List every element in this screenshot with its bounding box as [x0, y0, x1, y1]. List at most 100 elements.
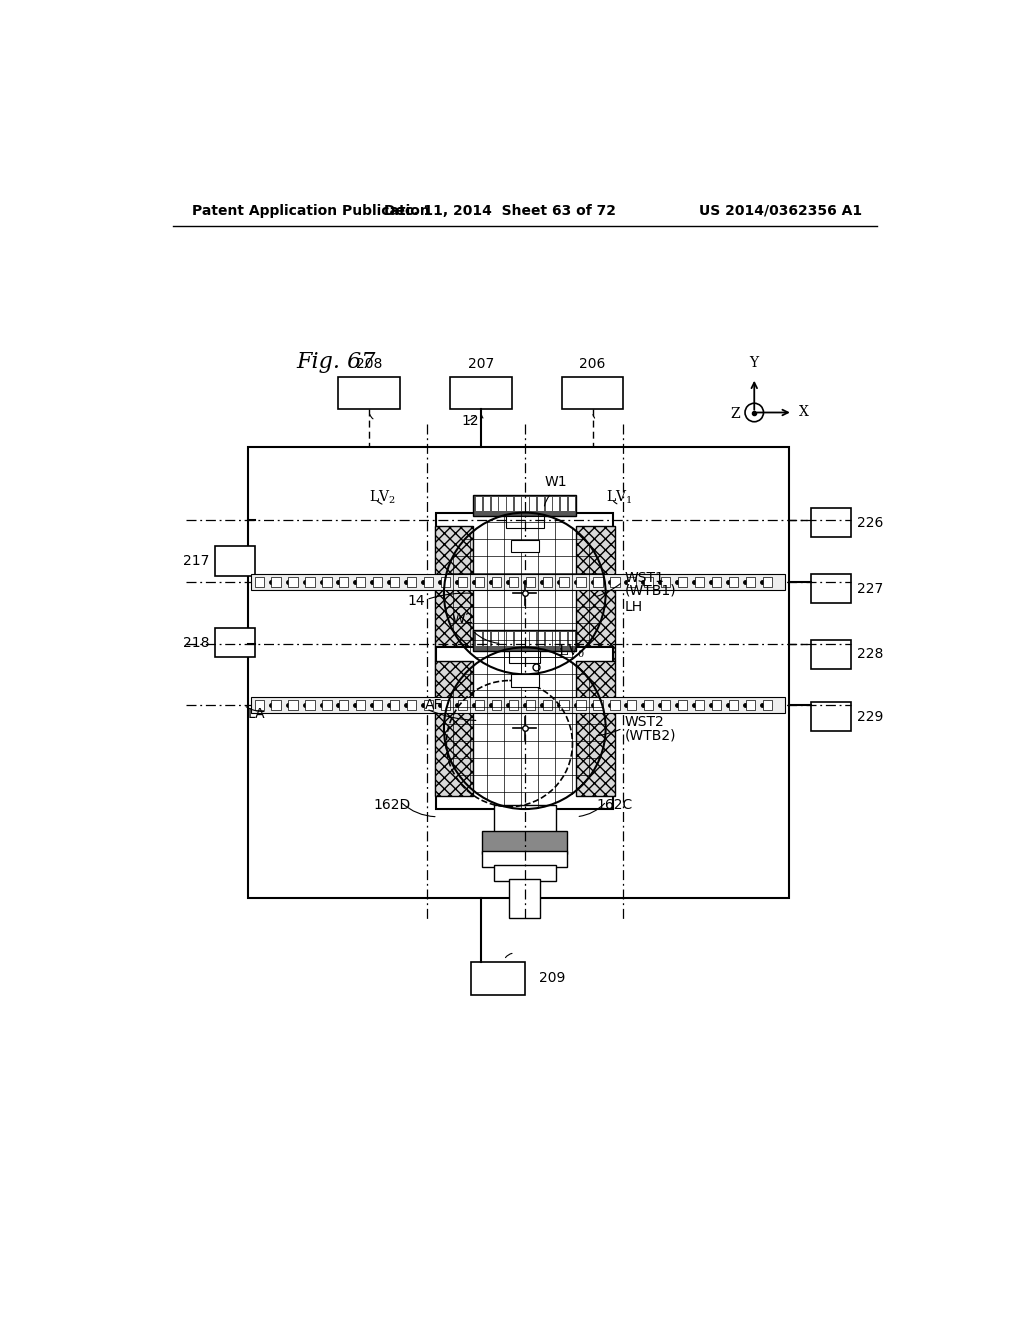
- Bar: [476, 632, 482, 645]
- Bar: [522, 498, 528, 511]
- Bar: [339, 378, 400, 409]
- Bar: [492, 577, 501, 586]
- Bar: [215, 628, 255, 657]
- Text: Dec. 11, 2014  Sheet 63 of 72: Dec. 11, 2014 Sheet 63 of 72: [384, 203, 616, 218]
- Bar: [562, 378, 624, 409]
- Text: 209: 209: [539, 972, 565, 986]
- Text: W2: W2: [452, 611, 474, 626]
- Bar: [610, 577, 620, 586]
- Bar: [484, 632, 490, 645]
- Text: LH: LH: [625, 601, 643, 614]
- Bar: [435, 527, 473, 661]
- Bar: [546, 498, 552, 511]
- Bar: [323, 701, 332, 710]
- Bar: [473, 630, 577, 651]
- Bar: [763, 701, 772, 710]
- Bar: [252, 697, 785, 713]
- Text: Y: Y: [750, 356, 759, 370]
- Bar: [494, 866, 556, 880]
- Bar: [509, 577, 518, 586]
- Bar: [522, 632, 528, 645]
- Text: 227: 227: [857, 582, 884, 595]
- Text: $\mathregular{LV_0}$: $\mathregular{LV_0}$: [558, 643, 585, 660]
- Bar: [538, 632, 544, 645]
- Bar: [543, 577, 552, 586]
- Bar: [356, 577, 366, 586]
- Bar: [543, 701, 552, 710]
- Text: 12: 12: [462, 414, 479, 428]
- Bar: [763, 577, 772, 586]
- Bar: [729, 577, 738, 586]
- Bar: [811, 574, 851, 603]
- Bar: [441, 701, 451, 710]
- Text: 218: 218: [182, 636, 209, 649]
- Bar: [568, 632, 574, 645]
- Text: Patent Application Publication: Patent Application Publication: [193, 203, 430, 218]
- Text: (WTB2): (WTB2): [625, 729, 677, 743]
- Bar: [305, 701, 314, 710]
- Bar: [476, 498, 482, 511]
- Bar: [458, 577, 467, 586]
- Bar: [745, 577, 755, 586]
- Bar: [475, 577, 484, 586]
- Bar: [500, 632, 506, 645]
- Text: Fig. 67: Fig. 67: [296, 351, 376, 374]
- Text: $\mathregular{LV_2}$: $\mathregular{LV_2}$: [370, 488, 396, 506]
- Bar: [610, 701, 620, 710]
- Bar: [471, 962, 525, 995]
- Bar: [289, 577, 298, 586]
- Bar: [509, 651, 541, 663]
- Bar: [695, 701, 705, 710]
- Bar: [482, 830, 567, 854]
- Bar: [289, 701, 298, 710]
- Bar: [506, 516, 544, 528]
- Bar: [525, 577, 535, 586]
- Bar: [494, 805, 556, 832]
- Bar: [248, 447, 788, 898]
- Bar: [390, 701, 399, 710]
- Text: (WTB1): (WTB1): [625, 583, 677, 598]
- Bar: [546, 632, 552, 645]
- Bar: [436, 512, 613, 675]
- Bar: [271, 577, 281, 586]
- Bar: [458, 701, 467, 710]
- Bar: [712, 701, 721, 710]
- Bar: [323, 577, 332, 586]
- Bar: [515, 498, 521, 511]
- Bar: [695, 577, 705, 586]
- Bar: [745, 701, 755, 710]
- Bar: [407, 701, 416, 710]
- Bar: [538, 498, 544, 511]
- Bar: [811, 640, 851, 669]
- Bar: [511, 675, 539, 686]
- Bar: [559, 701, 568, 710]
- Bar: [553, 498, 559, 511]
- Bar: [577, 701, 586, 710]
- Bar: [530, 498, 537, 511]
- Text: US 2014/0362356 A1: US 2014/0362356 A1: [699, 203, 862, 218]
- Bar: [509, 701, 518, 710]
- Text: $\mathregular{LV_1}$: $\mathregular{LV_1}$: [606, 488, 633, 506]
- Text: 14: 14: [408, 594, 425, 609]
- Text: 208: 208: [356, 356, 382, 371]
- Bar: [662, 701, 671, 710]
- Bar: [507, 498, 513, 511]
- Bar: [811, 702, 851, 731]
- Text: WST1: WST1: [625, 572, 665, 585]
- Text: W1: W1: [545, 475, 567, 490]
- Text: 162C: 162C: [596, 799, 632, 812]
- Bar: [593, 701, 602, 710]
- Bar: [511, 540, 539, 552]
- Bar: [373, 701, 382, 710]
- Bar: [271, 701, 281, 710]
- Bar: [593, 577, 602, 586]
- Bar: [628, 577, 637, 586]
- Bar: [475, 701, 484, 710]
- Text: 226: 226: [857, 516, 884, 529]
- Bar: [628, 701, 637, 710]
- Bar: [577, 577, 586, 586]
- Text: 229: 229: [857, 710, 884, 723]
- Bar: [662, 577, 671, 586]
- Bar: [255, 701, 264, 710]
- Bar: [568, 498, 574, 511]
